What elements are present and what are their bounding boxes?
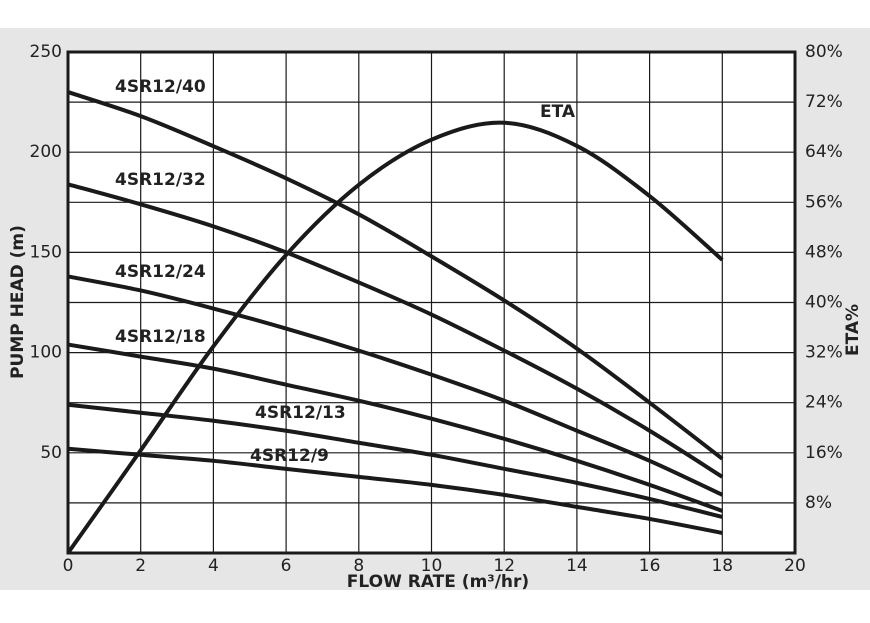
x-tick-label: 14 — [566, 556, 588, 576]
x-tick-label: 18 — [711, 556, 733, 576]
x-tick-label: 20 — [784, 556, 806, 576]
series-line — [67, 402, 723, 519]
y2-tick-label: 80% — [805, 42, 843, 62]
y2-tick-label: 8% — [805, 493, 832, 513]
y2-tick-label: 56% — [805, 192, 843, 212]
series-line — [67, 90, 724, 461]
plot-border — [66, 50, 797, 555]
series-line — [67, 274, 724, 497]
series-label: 4SR12/24 — [115, 262, 206, 282]
series-label: 4SR12/32 — [115, 170, 206, 190]
series-label: 4SR12/9 — [250, 446, 329, 466]
series-label: 4SR12/18 — [115, 327, 206, 347]
x-tick-label: 12 — [493, 556, 515, 576]
x-axis-title: FLOW RATE (m³/hr) — [347, 572, 529, 592]
x-tick-label: 6 — [281, 556, 292, 576]
series-line — [67, 446, 723, 535]
y-tick-label: 100 — [30, 343, 62, 363]
y2-tick-label: 40% — [805, 293, 843, 313]
y2-tick-label: 64% — [805, 142, 843, 162]
y2-tick-label: 16% — [805, 443, 843, 463]
series-label: ETA — [540, 102, 576, 122]
x-tick-label: 4 — [208, 556, 219, 576]
y-axis-title: PUMP HEAD (m) — [8, 225, 28, 379]
x-tick-label: 2 — [135, 556, 146, 576]
y-tick-label: 150 — [30, 242, 62, 262]
series-line — [66, 120, 724, 555]
y2-tick-label: 48% — [805, 242, 843, 262]
x-tick-label: 10 — [421, 556, 443, 576]
y-tick-label: 200 — [30, 142, 62, 162]
y-tick-label: 50 — [40, 443, 62, 463]
series-line — [67, 342, 723, 513]
y2-tick-label: 72% — [805, 92, 843, 112]
x-tick-label: 8 — [353, 556, 364, 576]
y-tick-label: 250 — [30, 42, 62, 62]
x-tick-label: 0 — [63, 556, 74, 576]
y2-axis-title: ETA% — [843, 304, 863, 356]
series-label: 4SR12/40 — [115, 77, 206, 97]
y2-tick-label: 32% — [805, 343, 843, 363]
series-label: 4SR12/13 — [255, 403, 346, 423]
x-tick-label: 16 — [639, 556, 661, 576]
series-line — [67, 182, 724, 479]
y2-tick-label: 24% — [805, 393, 843, 413]
